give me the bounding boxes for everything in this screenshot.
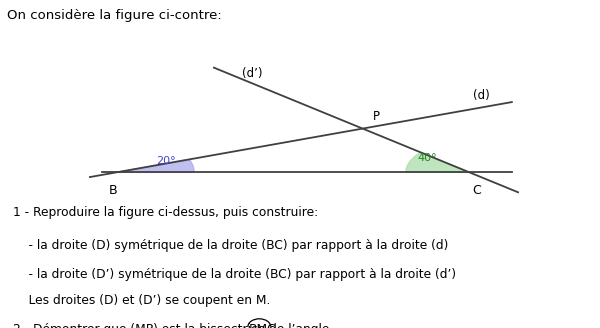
Text: BMC: BMC (248, 323, 276, 328)
Text: C: C (472, 184, 481, 197)
Text: 40°: 40° (417, 153, 437, 163)
Text: P: P (373, 111, 380, 123)
Text: 2 - Démontrer que (MP) est la bissectrice de l’angle: 2 - Démontrer que (MP) est la bissectric… (13, 323, 334, 328)
Text: 1 - Reproduire la figure ci-dessus, puis construire:: 1 - Reproduire la figure ci-dessus, puis… (13, 206, 319, 219)
Text: B: B (109, 184, 117, 197)
Polygon shape (116, 159, 194, 172)
Text: 20°: 20° (156, 156, 176, 166)
Text: (d’): (d’) (242, 67, 262, 80)
Text: - la droite (D) symétrique de la droite (BC) par rapport à la droite (d): - la droite (D) symétrique de la droite … (13, 239, 449, 252)
Text: - la droite (D’) symétrique de la droite (BC) par rapport à la droite (d’): - la droite (D’) symétrique de la droite… (13, 268, 457, 281)
Text: Les droites (D) et (D’) se coupent en M.: Les droites (D) et (D’) se coupent en M. (13, 294, 271, 307)
Text: On considère la figure ci-contre:: On considère la figure ci-contre: (7, 9, 222, 22)
Polygon shape (406, 153, 469, 172)
Text: (d): (d) (473, 89, 490, 102)
Text: .: . (271, 323, 279, 328)
